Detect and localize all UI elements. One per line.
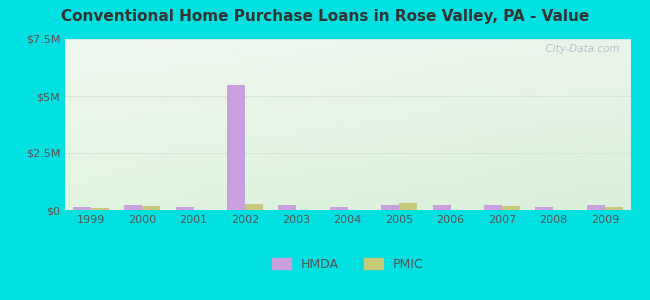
Bar	[587, 206, 605, 210]
Bar	[484, 206, 502, 210]
Bar	[604, 207, 623, 210]
Bar	[91, 208, 109, 210]
Bar	[278, 206, 296, 210]
Bar	[502, 206, 520, 210]
Bar	[73, 207, 91, 210]
Text: Conventional Home Purchase Loans in Rose Valley, PA - Value: Conventional Home Purchase Loans in Rose…	[61, 9, 589, 24]
Bar	[176, 207, 194, 210]
Bar	[381, 206, 399, 210]
Text: City-Data.com: City-Data.com	[539, 44, 619, 54]
Bar	[142, 206, 160, 210]
Bar	[433, 206, 450, 210]
Bar	[124, 206, 142, 210]
Bar	[536, 207, 553, 210]
Bar	[227, 85, 245, 210]
Bar	[399, 203, 417, 210]
Bar	[245, 204, 263, 210]
Bar	[330, 207, 348, 210]
Legend: HMDA, PMIC: HMDA, PMIC	[267, 253, 428, 276]
